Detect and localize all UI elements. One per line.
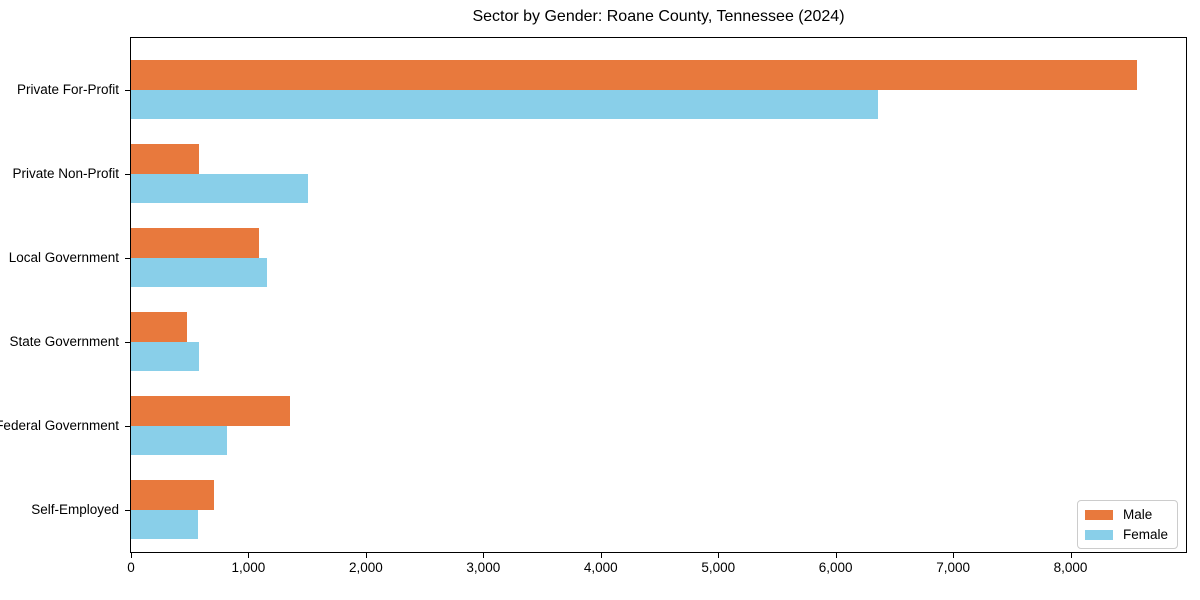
bar-private-non-profit-female [131, 173, 309, 203]
legend-item-male: Male [1084, 507, 1168, 522]
x-axis-tick [131, 552, 132, 558]
bar-federal-government-female [131, 425, 228, 455]
bar-private-non-profit-male [131, 144, 200, 174]
bar-state-government-male [131, 312, 188, 342]
y-tick-label-self-employed: Self-Employed [31, 501, 119, 517]
y-axis-tick [125, 425, 131, 427]
x-axis-tick [365, 552, 367, 558]
legend-label-female: Female [1122, 527, 1168, 542]
y-tick-label-federal-government: Federal Government [0, 417, 119, 433]
legend: Male Female [1076, 500, 1178, 549]
x-tick-label-4000: 4,000 [583, 560, 618, 575]
chart-title: Sector by Gender: Roane County, Tennesse… [472, 8, 845, 25]
y-tick-label-local-government: Local Government [8, 249, 119, 265]
y-axis-tick [125, 509, 131, 511]
x-tick-label-7000: 7,000 [936, 560, 970, 575]
bar-local-government-male [131, 228, 259, 258]
x-tick-label-6000: 6,000 [818, 560, 853, 575]
plot-area: Male Female Private For-Profit Private Non… [0, 37, 1187, 575]
x-axis-tick [835, 552, 837, 558]
y-tick-label-state-government: State Government [9, 333, 119, 349]
bar-private-for-profit-male [131, 60, 1138, 90]
y-axis-tick [125, 257, 131, 259]
legend-label-male: Male [1122, 507, 1153, 522]
x-tick-label-5000: 5,000 [701, 560, 736, 575]
legend-swatch-male [1084, 509, 1113, 520]
legend-item-female: Female [1084, 527, 1168, 542]
y-axis-tick [125, 89, 131, 91]
x-axis-tick [718, 552, 720, 558]
x-tick-label-8000: 8,000 [1053, 560, 1088, 575]
y-tick-label-private-for-profit: Private For-Profit [16, 81, 119, 97]
x-axis-tick [953, 552, 955, 558]
bar-private-for-profit-female [131, 89, 878, 119]
y-axis-tick [125, 173, 131, 175]
y-tick-label-private-non-profit: Private Non-Profit [12, 165, 119, 181]
x-axis-tick [600, 552, 602, 558]
bar-federal-government-male [131, 396, 290, 426]
x-axis-tick [1070, 552, 1072, 558]
legend-swatch-female [1084, 529, 1113, 540]
x-axis-tick [483, 552, 485, 558]
x-axis-tick [248, 552, 250, 558]
x-tick-label-0: 0 [127, 560, 135, 575]
bar-local-government-female [131, 257, 268, 287]
y-axis-tick [125, 341, 131, 343]
x-tick-label-3000: 3,000 [466, 560, 501, 575]
x-tick-label-1000: 1,000 [231, 560, 266, 575]
bar-self-employed-female [131, 509, 198, 539]
x-tick-label-2000: 2,000 [348, 560, 383, 575]
bar-self-employed-male [131, 480, 215, 510]
bar-state-government-female [131, 341, 200, 371]
